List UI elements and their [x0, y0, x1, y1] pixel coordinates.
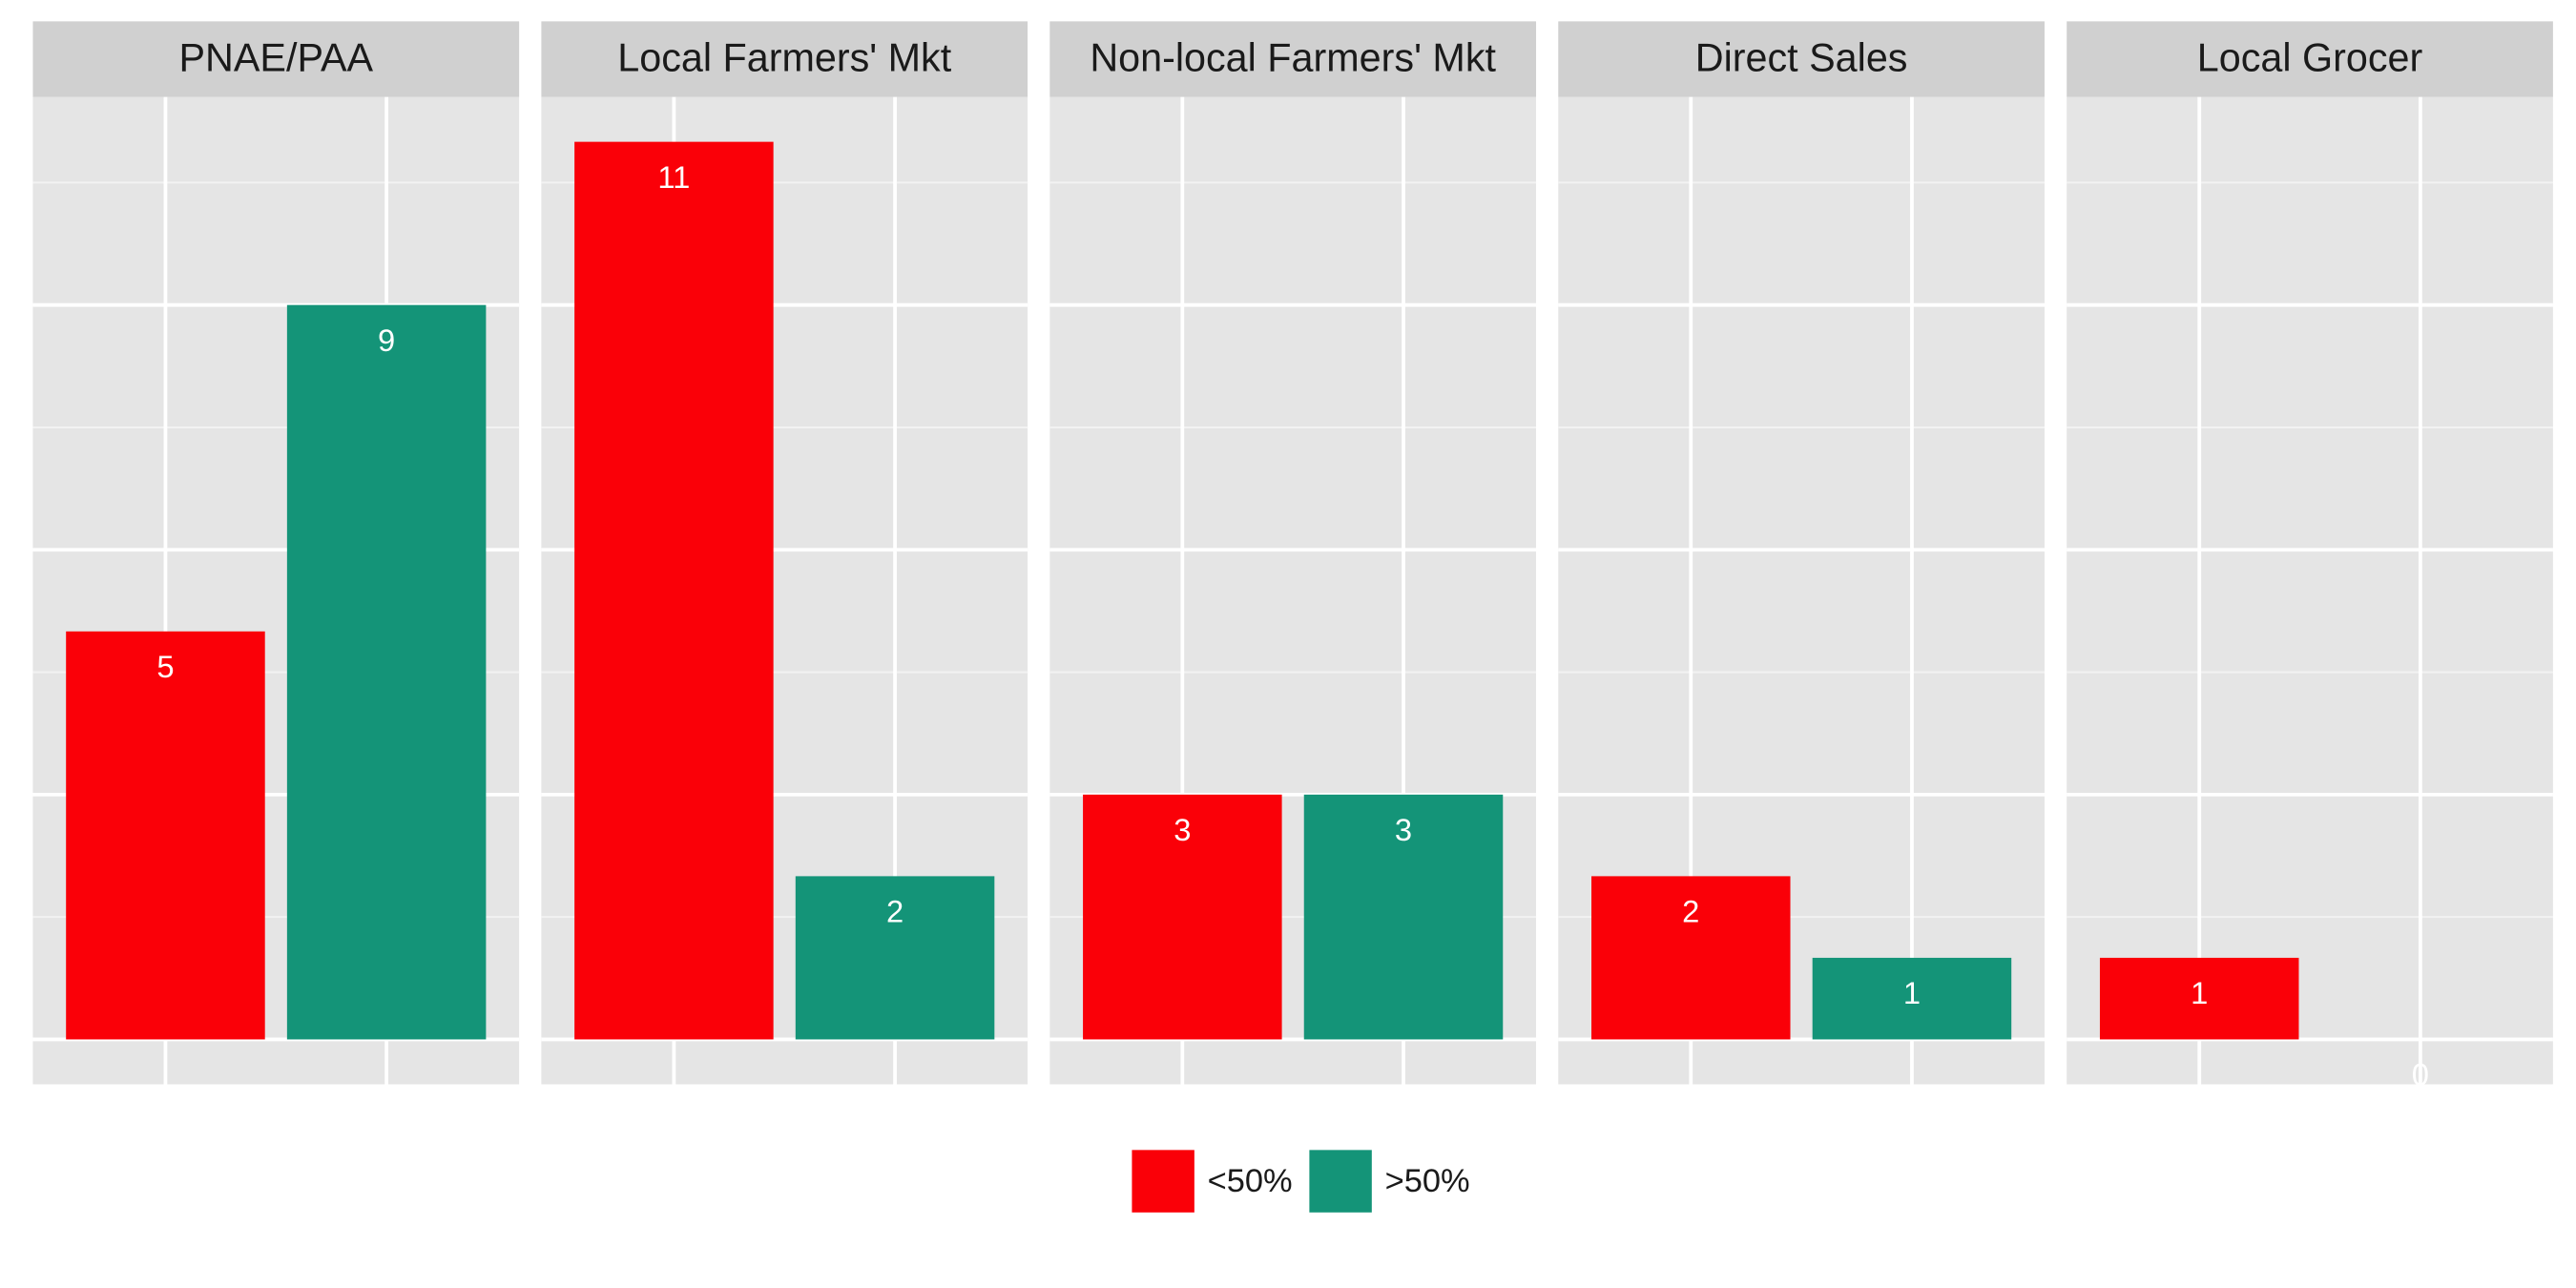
facet-label: PNAE/PAA — [178, 36, 373, 80]
data-label: 3 — [1395, 812, 1412, 847]
bar — [66, 631, 265, 1040]
facet-label: Local Grocer — [2197, 36, 2423, 80]
legend-swatch — [1309, 1150, 1372, 1213]
strip — [541, 21, 1028, 97]
legend-swatch — [1132, 1150, 1195, 1213]
bar — [1303, 794, 1504, 1040]
data-label: 9 — [378, 322, 395, 358]
data-label: 2 — [1682, 894, 1699, 929]
data-label: 2 — [886, 894, 904, 929]
data-label: 3 — [1174, 812, 1191, 847]
data-label: 0 — [2412, 1057, 2429, 1092]
bar — [286, 304, 487, 1040]
data-label: 1 — [1903, 975, 1921, 1010]
strip — [32, 21, 520, 97]
legend-label: >50% — [1385, 1163, 1470, 1199]
bar — [795, 876, 995, 1040]
data-label: 1 — [2191, 975, 2208, 1010]
bar — [1083, 794, 1282, 1040]
bar — [1812, 957, 2012, 1040]
facet-label: Non-local Farmers' Mkt — [1090, 36, 1496, 80]
data-label: 11 — [657, 159, 690, 195]
facet-label: Local Farmers' Mkt — [617, 36, 951, 80]
data-label: 5 — [156, 649, 174, 684]
legend-label: <50% — [1208, 1163, 1293, 1199]
panel-background — [2067, 96, 2553, 1085]
facet-label: Direct Sales — [1695, 36, 1908, 80]
strip — [1049, 21, 1537, 97]
strip — [1558, 21, 2045, 97]
bar — [2099, 957, 2299, 1040]
strip — [2067, 21, 2553, 97]
bar — [1591, 876, 1791, 1040]
bar — [574, 141, 774, 1040]
